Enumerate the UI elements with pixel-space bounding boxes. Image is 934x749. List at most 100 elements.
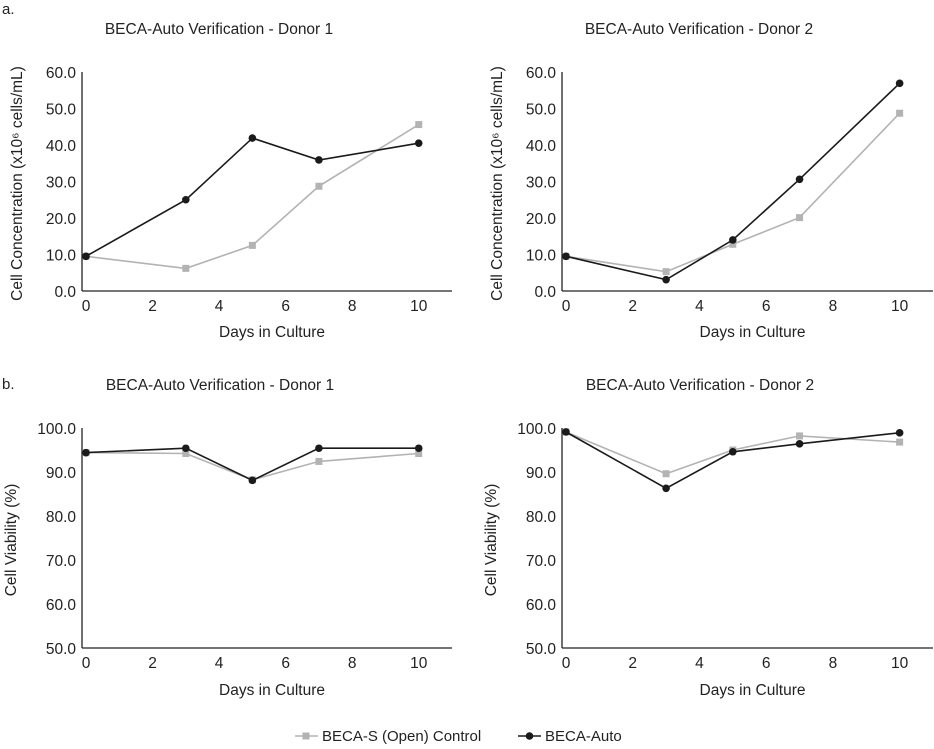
x-tick-label: 6 <box>281 655 290 672</box>
x-tick-label: 6 <box>762 655 771 672</box>
y-tick-label: 30.0 <box>46 175 77 192</box>
y-tick-label: 70.0 <box>526 553 557 570</box>
x-tick-label: 2 <box>628 655 637 672</box>
y-tick-label: 20.0 <box>46 211 77 228</box>
chart-2: BECA-Auto Verification - Donor 2 0.0 10.0 2… <box>489 21 933 341</box>
chart-title: BECA-Auto Verification - Donor 1 <box>105 21 333 38</box>
y-tick-label: 50.0 <box>46 641 77 658</box>
data-point <box>248 134 257 142</box>
data-point <box>662 484 670 493</box>
y-tick-label: 60.0 <box>46 65 77 82</box>
x-tick-label: 4 <box>215 655 224 672</box>
chart-1: BECA-Auto Verification - Donor 1 0.0 10.0 2… <box>9 21 452 341</box>
y-axis-label: Cell Viability (%) <box>3 484 20 597</box>
x-tick-label: 2 <box>148 298 157 315</box>
y-tick-label: 80.0 <box>46 509 77 526</box>
x-tick-label: 0 <box>562 655 571 672</box>
x-tick-label: 8 <box>348 298 357 315</box>
x-axis-label: Days in Culture <box>219 682 325 699</box>
series-line <box>565 431 900 490</box>
y-tick-label: 50.0 <box>526 102 557 119</box>
x-axis-label: Days in Culture <box>700 324 806 341</box>
panel-label-b: b. <box>2 376 15 393</box>
panel-label-a: a. <box>2 1 15 18</box>
data-point <box>414 139 423 147</box>
y-tick-label: 70.0 <box>46 553 77 570</box>
data-point <box>82 252 90 261</box>
data-point <box>415 121 423 129</box>
data-point <box>182 444 190 453</box>
data-point <box>729 447 737 456</box>
data-point <box>315 457 323 465</box>
series-line <box>565 82 901 281</box>
y-tick-label: 60.0 <box>526 65 557 82</box>
data-point <box>562 252 570 261</box>
series-line <box>85 451 419 481</box>
y-tick-label: 80.0 <box>526 509 557 526</box>
data-point <box>415 450 423 458</box>
chart-title: BECA-Auto Verification - Donor 1 <box>106 377 334 394</box>
x-axis-label: Days in Culture <box>219 324 325 341</box>
data-point <box>662 268 670 276</box>
y-axis-label: Cell Concentration (x10⁶ cells/mL) <box>489 66 506 301</box>
y-tick-label: 50.0 <box>526 641 557 658</box>
y-tick-label: 0.0 <box>534 284 556 301</box>
data-point <box>895 79 904 88</box>
data-point <box>315 182 323 190</box>
data-point <box>182 264 190 272</box>
y-tick-label: 90.0 <box>46 465 77 482</box>
data-point <box>795 440 804 448</box>
data-point <box>662 275 670 284</box>
x-tick-label: 2 <box>628 298 637 315</box>
data-point <box>315 444 323 453</box>
data-point <box>182 195 190 204</box>
x-tick-label: 10 <box>410 655 428 672</box>
x-tick-label: 0 <box>82 298 91 315</box>
data-point <box>729 236 737 244</box>
x-tick-label: 8 <box>348 655 357 672</box>
data-point <box>82 448 90 457</box>
y-tick-label: 50.0 <box>46 102 77 119</box>
y-tick-label: 40.0 <box>526 138 557 155</box>
x-tick-label: 10 <box>891 298 909 315</box>
data-point <box>896 109 904 117</box>
data-point <box>796 214 804 222</box>
data-point <box>896 438 904 446</box>
y-axis-label: Cell Viability (%) <box>483 484 500 597</box>
y-tick-label: 100.0 <box>517 421 556 438</box>
x-tick-label: 2 <box>148 655 157 672</box>
x-tick-label: 8 <box>829 655 838 672</box>
y-tick-label: 10.0 <box>526 248 557 265</box>
data-point <box>315 156 323 164</box>
legend-control-label: BECA-S (Open) Control <box>322 728 481 745</box>
y-tick-label: 10.0 <box>46 248 77 265</box>
data-point <box>562 428 570 436</box>
data-point <box>248 476 257 485</box>
data-point <box>895 429 904 437</box>
x-tick-label: 10 <box>410 298 428 315</box>
legend: BECA-S (Open) Control BECA-Auto <box>295 728 622 745</box>
x-tick-label: 6 <box>762 298 771 315</box>
data-point <box>662 470 670 478</box>
chart-4: BECA-Auto Verification - Donor 2 50.0 60.0… <box>483 377 933 699</box>
y-tick-label: 0.0 <box>54 284 76 301</box>
data-point <box>795 175 804 184</box>
y-tick-label: 90.0 <box>526 465 557 482</box>
y-tick-label: 20.0 <box>526 211 557 228</box>
series-line <box>565 112 901 273</box>
x-tick-label: 4 <box>215 298 224 315</box>
data-point <box>729 240 737 248</box>
data-point <box>182 450 190 458</box>
data-point <box>796 432 804 440</box>
x-tick-label: 8 <box>829 298 838 315</box>
data-point <box>414 444 423 453</box>
chart-grid: BECA-Auto Verification - Donor 1 0.0 10.0 2… <box>3 21 933 699</box>
x-tick-label: 6 <box>281 298 290 315</box>
y-tick-label: 60.0 <box>526 597 557 614</box>
x-tick-label: 4 <box>695 655 704 672</box>
x-tick-label: 0 <box>82 655 91 672</box>
x-axis-label: Days in Culture <box>700 682 806 699</box>
x-tick-label: 0 <box>562 298 571 315</box>
y-axis-label: Cell Concentration (x10⁶ cells/mL) <box>9 66 26 301</box>
